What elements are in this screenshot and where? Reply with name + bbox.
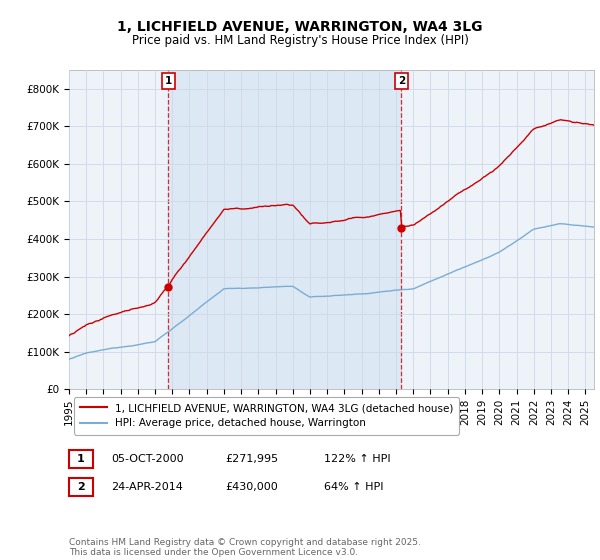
Text: 2: 2	[77, 482, 85, 492]
Text: Contains HM Land Registry data © Crown copyright and database right 2025.
This d: Contains HM Land Registry data © Crown c…	[69, 538, 421, 557]
Text: 1: 1	[77, 454, 85, 464]
Text: £430,000: £430,000	[225, 482, 278, 492]
Text: 1, LICHFIELD AVENUE, WARRINGTON, WA4 3LG: 1, LICHFIELD AVENUE, WARRINGTON, WA4 3LG	[117, 20, 483, 34]
Text: 24-APR-2014: 24-APR-2014	[111, 482, 183, 492]
Bar	[169, 70, 401, 389]
Text: £271,995: £271,995	[225, 454, 278, 464]
Text: Price paid vs. HM Land Registry's House Price Index (HPI): Price paid vs. HM Land Registry's House …	[131, 34, 469, 46]
Legend: 1, LICHFIELD AVENUE, WARRINGTON, WA4 3LG (detached house), HPI: Average price, d: 1, LICHFIELD AVENUE, WARRINGTON, WA4 3LG…	[74, 397, 460, 435]
Text: 1: 1	[165, 76, 172, 86]
Text: 122% ↑ HPI: 122% ↑ HPI	[324, 454, 391, 464]
Text: 64% ↑ HPI: 64% ↑ HPI	[324, 482, 383, 492]
Text: 05-OCT-2000: 05-OCT-2000	[111, 454, 184, 464]
Text: 2: 2	[398, 76, 405, 86]
